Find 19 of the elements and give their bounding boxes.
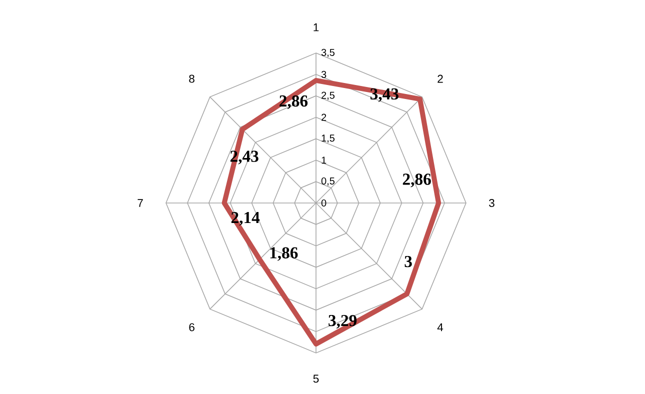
y-tick-label: 2 [322,114,326,121]
data-label: 1,86 [270,247,298,261]
data-label: 2,86 [402,174,431,188]
spoke-label: 5 [313,374,319,383]
y-tick-label: 2,5 [322,92,335,100]
spoke-label: 2 [438,74,443,83]
y-tick-label: 3,5 [321,48,335,58]
y-tick-label: 3 [321,70,326,78]
spoke-label: 1 [314,23,319,32]
y-tick-label: 1,5 [322,134,335,143]
spoke-label: 6 [189,323,194,332]
y-tick-label: 1 [322,156,326,164]
y-tick-label: 0,5 [321,177,335,186]
spoke-label: 8 [189,74,194,83]
spoke-label: 3 [489,199,494,208]
y-tick-label: 0 [321,199,326,207]
spoke-label: 7 [138,199,143,207]
data-label: 3 [404,256,412,268]
spoke-label: 4 [437,323,444,332]
